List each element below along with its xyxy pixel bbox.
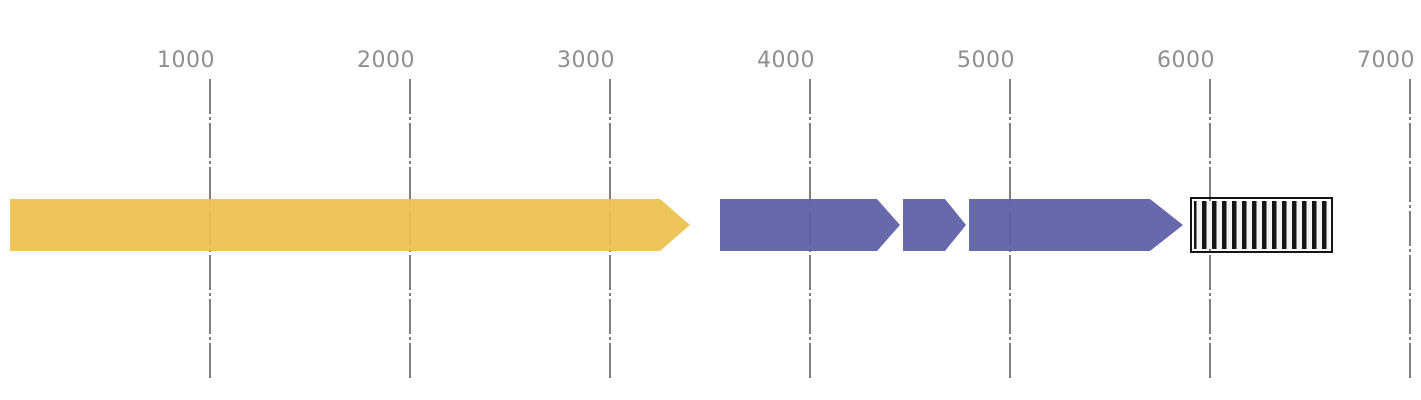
tick-label-3000: 3000 bbox=[557, 48, 615, 73]
feature-3-arrow bbox=[903, 199, 966, 251]
tick-label-6000: 6000 bbox=[1157, 48, 1215, 73]
feature-4-arrow bbox=[969, 199, 1183, 251]
tick-label-5000: 5000 bbox=[957, 48, 1015, 73]
feature-5-hatched-box bbox=[1190, 197, 1333, 253]
tick-label-2000: 2000 bbox=[357, 48, 415, 73]
feature-1-arrow bbox=[10, 199, 690, 251]
tick-label-7000: 7000 bbox=[1357, 48, 1415, 73]
tick-label-4000: 4000 bbox=[757, 48, 815, 73]
feature-2-arrow bbox=[720, 199, 900, 251]
gridline-7000 bbox=[1409, 79, 1411, 378]
tick-label-1000: 1000 bbox=[157, 48, 215, 73]
